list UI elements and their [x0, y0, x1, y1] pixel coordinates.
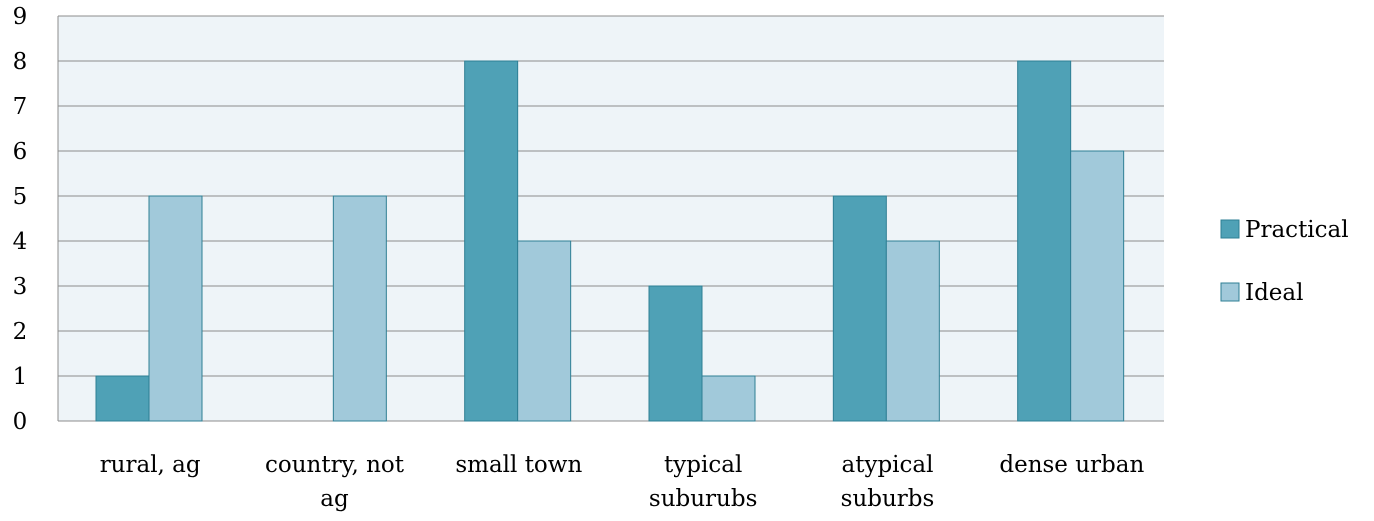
- x-tick-label: suburbs: [841, 486, 935, 512]
- x-tick-label: atypical: [842, 452, 934, 478]
- x-tick-label: rural, ag: [100, 452, 201, 478]
- bar-practical-4: [832, 195, 887, 422]
- bar-ideal-5: [1070, 150, 1125, 422]
- x-tick-label: ag: [320, 486, 349, 512]
- bars: [95, 60, 1125, 422]
- x-axis-tick-labels: rural, ag country, not ag small town typical…: [100, 452, 1145, 512]
- y-tick-label: 1: [13, 364, 28, 390]
- y-tick-label: 2: [13, 319, 28, 345]
- bar-ideal-3: [701, 375, 756, 422]
- x-tick-label: suburubs: [649, 486, 758, 512]
- bar-ideal-0: [148, 195, 203, 422]
- legend-label-practical: Practical: [1245, 217, 1349, 243]
- y-tick-label: 3: [13, 274, 28, 300]
- plot-background: [58, 16, 1164, 421]
- y-tick-label: 7: [13, 94, 28, 120]
- x-tick-label: small town: [455, 452, 582, 478]
- x-tick-label: typical: [664, 452, 742, 478]
- x-tick-label: dense urban: [999, 452, 1144, 478]
- x-tick-label: country, not: [265, 452, 405, 478]
- legend-label-ideal: Ideal: [1245, 280, 1304, 306]
- plot-area: [57, 15, 1164, 422]
- y-tick-label: 5: [13, 184, 28, 210]
- bar-ideal-2: [517, 240, 572, 422]
- y-axis-tick-labels: 0 1 2 3 4 5 6 7 8 9: [13, 4, 28, 435]
- bar-practical-3: [648, 285, 703, 422]
- legend: Practical Ideal: [1220, 217, 1349, 306]
- y-tick-label: 4: [13, 229, 28, 255]
- y-tick-label: 0: [13, 409, 28, 435]
- legend-swatch-practical: [1220, 219, 1240, 239]
- bar-practical-0: [95, 375, 150, 422]
- y-tick-label: 6: [13, 139, 28, 165]
- y-tick-label: 8: [13, 49, 28, 75]
- bar-practical-2: [464, 60, 519, 422]
- legend-swatch-ideal: [1220, 282, 1240, 302]
- bar-practical-5: [1017, 60, 1072, 422]
- y-tick-label: 9: [13, 4, 28, 30]
- bar-ideal-4: [885, 240, 940, 422]
- bar-ideal-1: [332, 195, 387, 422]
